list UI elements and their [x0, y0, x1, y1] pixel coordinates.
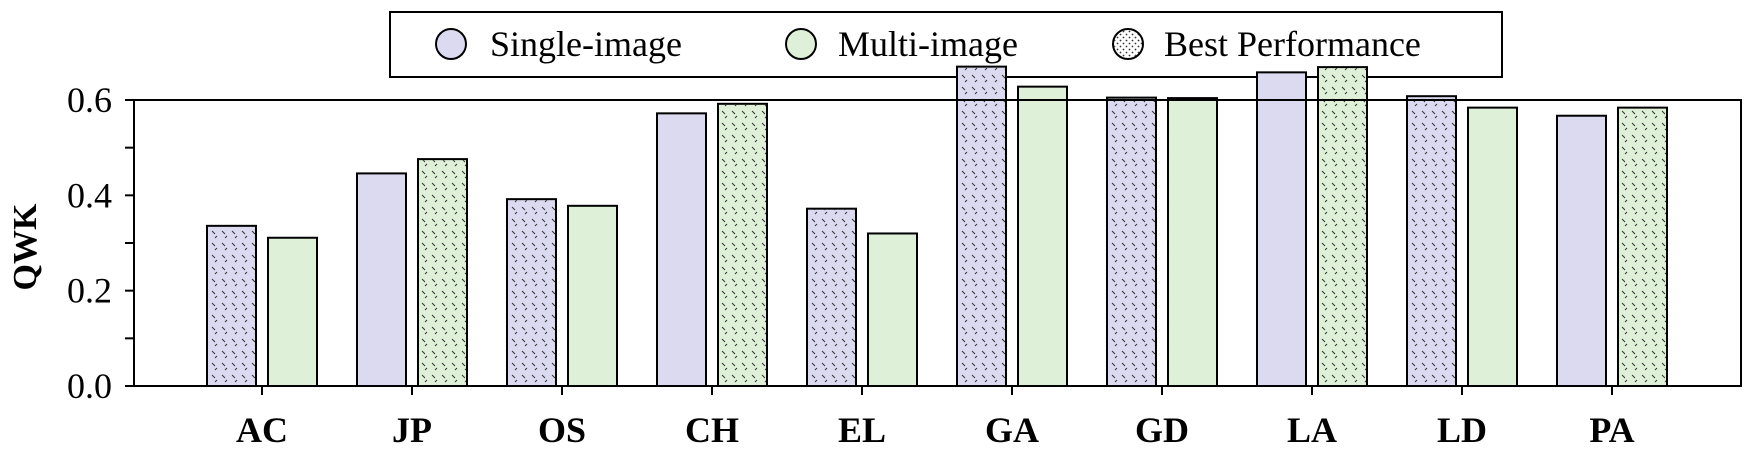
y-axis-label: QWK	[7, 203, 44, 290]
bar-el-multi-image	[867, 232, 918, 387]
x-tick-label-ga: GA	[985, 410, 1039, 450]
best-performance-hatch-ch	[719, 104, 766, 386]
y-tick-label: 0.0	[67, 366, 112, 406]
x-tick-label-os: OS	[538, 410, 586, 450]
best-performance-legend-icon-dots	[1114, 30, 1142, 58]
best-performance-hatch-jp	[419, 160, 466, 385]
best-performance-hatch-ac	[208, 226, 255, 385]
best-performance-hatch-gd	[1108, 98, 1155, 385]
x-tick-label-jp: JP	[392, 410, 432, 450]
x-tick-label-ch: CH	[685, 410, 739, 450]
legend: Single-image Multi-image Best Performanc…	[389, 11, 1503, 78]
bar-pa-single-image	[1556, 114, 1607, 387]
bar-ld-multi-image	[1467, 106, 1518, 387]
bar-jp-single-image	[356, 172, 407, 387]
x-tick-label-pa: PA	[1589, 410, 1634, 450]
best-performance-hatch-os	[508, 200, 555, 385]
x-tick-label-la: LA	[1287, 410, 1337, 450]
bar-os-multi-image	[567, 204, 618, 387]
bars-layer	[206, 65, 1668, 388]
x-tick-label-gd: GD	[1135, 410, 1189, 450]
x-tick-label-ld: LD	[1437, 410, 1487, 450]
bar-ch-single-image	[656, 112, 707, 387]
bar-ga-multi-image	[1017, 85, 1068, 388]
best-performance-hatch-ld	[1408, 97, 1455, 385]
y-tick-label: 0.6	[67, 80, 112, 120]
bar-gd-multi-image	[1167, 97, 1218, 388]
best-performance-hatch-el	[808, 209, 855, 385]
y-tick-label: 0.2	[67, 271, 112, 311]
bar-la-single-image	[1256, 71, 1307, 387]
legend-box	[389, 11, 1503, 78]
x-tick-label-ac: AC	[236, 410, 288, 450]
x-tick-label-el: EL	[838, 410, 886, 450]
ticks-layer: AC JP OS CH EL GA GD LA LD PA 0.0 0.2 0.4 0.6	[67, 80, 1635, 450]
bar-ac-multi-image	[267, 236, 318, 387]
legend-label-best-performance: Best Performance	[1164, 24, 1421, 64]
y-tick-label: 0.4	[67, 175, 112, 215]
best-performance-hatch-ga	[958, 67, 1005, 385]
single-image-legend-icon	[435, 28, 467, 60]
multi-image-legend-icon	[785, 28, 817, 60]
plot-frame	[133, 99, 1742, 387]
best-performance-hatch-la	[1319, 68, 1366, 386]
best-performance-hatch-pa	[1619, 108, 1666, 386]
legend-label-multi-image: Multi-image	[838, 24, 1018, 64]
legend-label-single-image: Single-image	[490, 24, 682, 64]
